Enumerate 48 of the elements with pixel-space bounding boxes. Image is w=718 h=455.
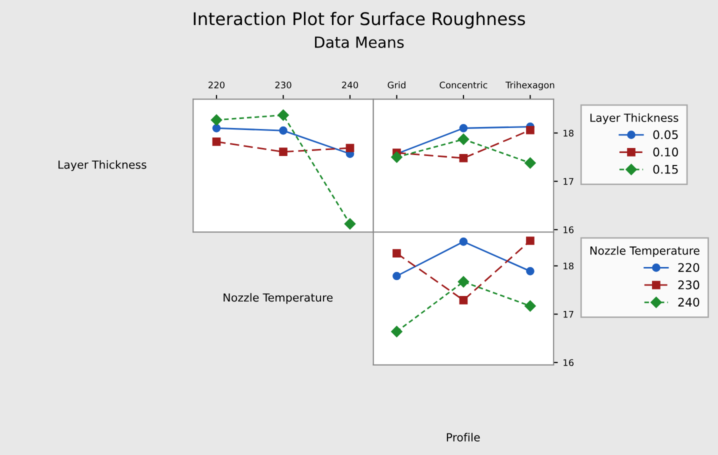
y-tick-label: 18 <box>564 262 574 270</box>
point <box>392 249 401 258</box>
point <box>459 238 468 246</box>
x-tick-label: Trihexagon <box>506 81 554 90</box>
point <box>392 272 401 280</box>
legend-title: Nozzle Temperature <box>590 246 700 257</box>
point <box>524 300 536 312</box>
x-tick-label: 220 <box>208 82 225 88</box>
y-tick-label: 17 <box>564 311 574 318</box>
legend-label: 0.10 <box>653 148 678 156</box>
point <box>278 110 289 121</box>
point <box>459 124 468 132</box>
chart-title: Interaction Plot for Surface Roughness <box>194 12 526 29</box>
legend-title: Layer Thickness <box>590 113 678 124</box>
point <box>344 218 356 230</box>
point <box>279 148 288 156</box>
x-tick-label: Concentric <box>440 81 488 88</box>
point <box>210 114 222 126</box>
point <box>459 296 468 304</box>
point <box>391 152 402 163</box>
legend-label: 0.15 <box>653 164 678 174</box>
y-axis-title: Layer Thickness <box>58 160 146 171</box>
y-axis-title: Nozzle Temperature <box>224 293 333 304</box>
point <box>524 157 536 169</box>
x-tick-label: Grid <box>388 81 406 88</box>
x-tick-label: 230 <box>275 82 292 88</box>
point <box>212 124 221 132</box>
x-tick-label: 240 <box>342 82 358 88</box>
x-axis-title: Profile <box>446 432 480 442</box>
y-tick-label: 16 <box>564 359 574 366</box>
point <box>279 126 288 135</box>
point <box>526 236 534 245</box>
legend-label: 220 <box>678 263 700 272</box>
point <box>459 154 468 162</box>
y-tick-label: 18 <box>564 130 574 137</box>
legend-label: 240 <box>678 298 700 307</box>
point <box>346 144 354 152</box>
legend-label: 0.05 <box>653 130 678 140</box>
point <box>526 267 534 276</box>
legend-label: 230 <box>678 280 700 290</box>
point <box>458 134 470 145</box>
point <box>458 276 470 288</box>
y-tick-label: 16 <box>564 226 574 234</box>
point <box>212 138 221 146</box>
point <box>391 326 402 338</box>
y-tick-label: 17 <box>564 178 574 185</box>
chart-subtitle: Data Means <box>315 36 404 48</box>
point <box>526 126 534 134</box>
